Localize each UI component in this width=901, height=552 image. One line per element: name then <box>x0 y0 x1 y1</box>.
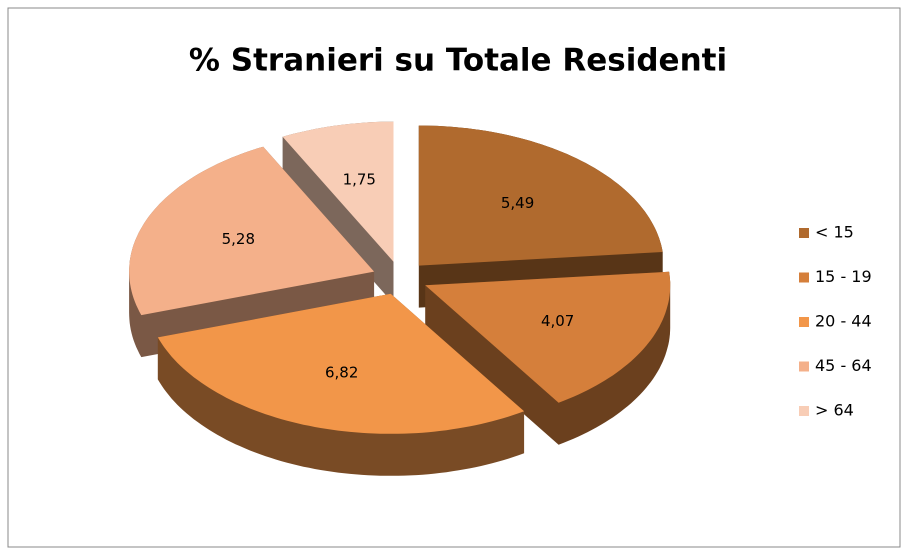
data-label: 6,82 <box>325 364 358 382</box>
data-label: 4,07 <box>541 312 574 330</box>
legend-swatch <box>799 228 809 238</box>
slice <box>418 125 663 266</box>
chart-title: % Stranieri su Totale Residenti <box>189 43 727 79</box>
legend-label: < 15 <box>815 223 854 242</box>
legend-label: > 64 <box>815 401 854 420</box>
slice <box>425 271 671 403</box>
slice <box>282 121 394 262</box>
legend-label: 45 - 64 <box>815 356 872 375</box>
data-label: 1,75 <box>343 170 376 188</box>
data-label: 5,28 <box>222 230 255 248</box>
legend-swatch <box>799 361 809 372</box>
legend-label: 20 - 44 <box>815 312 872 331</box>
slice <box>157 293 525 434</box>
legend-swatch <box>799 317 809 327</box>
legend-swatch <box>799 272 809 283</box>
data-label: 5,49 <box>501 194 534 212</box>
legend-swatch <box>799 406 809 416</box>
slice <box>129 146 375 316</box>
legend-label: 15 - 19 <box>815 267 872 286</box>
